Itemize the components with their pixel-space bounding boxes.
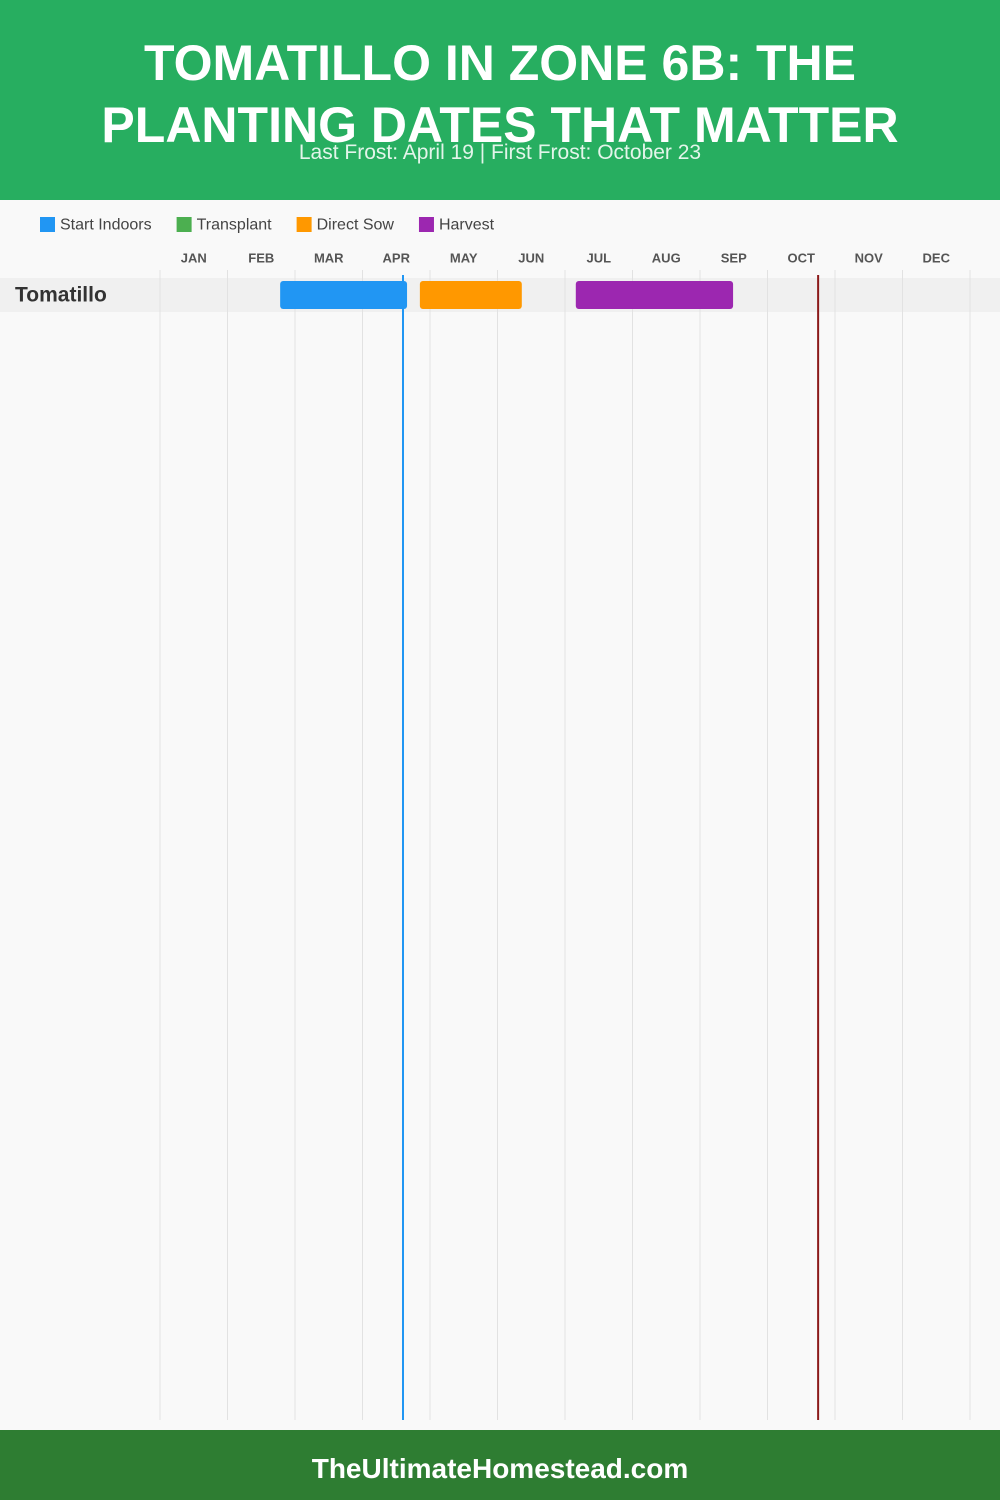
legend-label: Harvest — [439, 217, 495, 234]
legend-label: Direct Sow — [317, 217, 395, 234]
legend-swatch — [296, 217, 312, 232]
month-label: MAR — [314, 250, 344, 265]
month-label: NOV — [855, 250, 884, 265]
month-label: MAY — [450, 250, 478, 265]
footer-text: TheUltimateHomestead.com — [311, 1453, 689, 1484]
month-label: FEB — [248, 250, 274, 265]
bar — [419, 281, 522, 309]
row-label: Tomatillo — [15, 284, 107, 307]
month-label: OCT — [788, 250, 816, 265]
subtitle: Last Frost: April 19 | First Frost: Octo… — [298, 141, 702, 164]
month-label: JUN — [518, 250, 544, 265]
legend-label: Transplant — [197, 217, 273, 234]
month-label: APR — [383, 250, 411, 265]
legend-label: Start Indoors — [60, 217, 152, 234]
month-label: DEC — [923, 250, 951, 265]
month-label: SEP — [721, 250, 747, 265]
title: TOMATILLO IN ZONE 6B: THE PLANTING DATES… — [101, 35, 899, 153]
legend-swatch — [40, 217, 55, 232]
month-label: AUG — [652, 250, 681, 265]
legend-swatch — [418, 217, 434, 232]
bar — [280, 281, 408, 309]
chart: Start Indoors Transplant Direct Sow Harvest… — [0, 217, 1000, 1420]
month-label: JAN — [181, 250, 207, 265]
month-label: JUL — [586, 250, 611, 265]
footer: TheUltimateHomestead.com — [0, 1430, 1000, 1500]
bar — [575, 281, 734, 309]
header: TOMATILLO IN ZONE 6B: THE PLANTING DATES… — [0, 0, 1000, 200]
legend-swatch — [176, 217, 192, 232]
